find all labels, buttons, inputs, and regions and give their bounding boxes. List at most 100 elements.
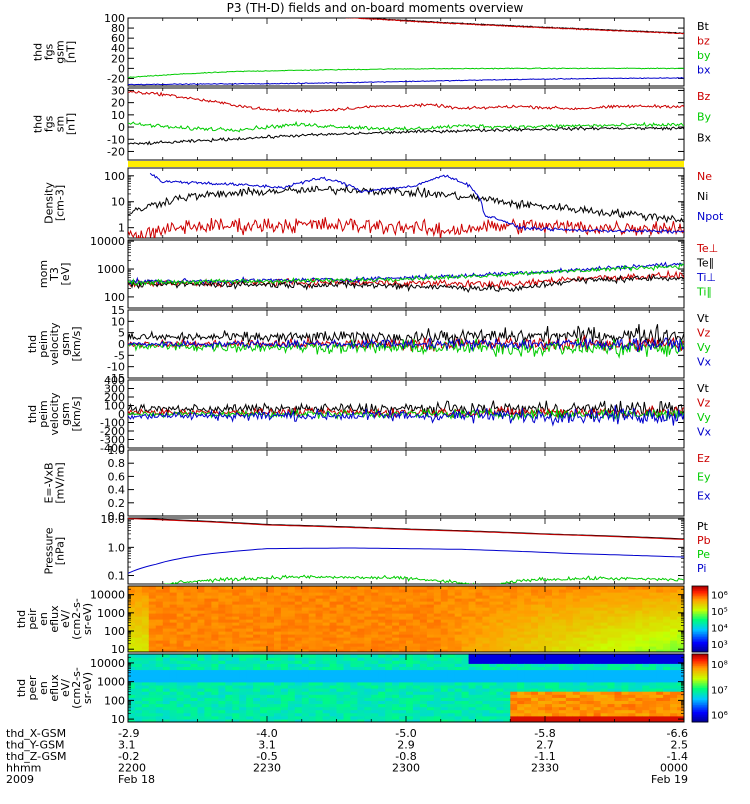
ylabel-line: peim [37,400,50,428]
series-line-Vy [128,337,684,359]
temperature-series [128,261,684,294]
y-tick-label: -200 [100,425,125,438]
ylabel-line: E=-VxB [43,462,56,503]
y-tick-label: 10 [111,109,125,122]
legend-label: Vz [697,397,711,410]
time-axis-value: Feb 19 [651,773,688,786]
y-tick-label: 10 [111,196,125,209]
colorbar-tick-label: 10⁶ [711,590,728,601]
ylabel-line: velocity [48,392,61,435]
fgs-gsm-frame [127,17,685,87]
series-line-Pe [161,574,684,584]
series-line-Bx [128,126,684,146]
colorbar-tick-label: 10⁷ [711,685,728,696]
time-axis-value: -0.5 [256,750,277,763]
series-line-Ti∥ [128,262,684,287]
time-axis-value: -0.8 [395,750,416,763]
ylabel-line: gsm [59,332,72,355]
y-tick-label: 0.2 [108,497,126,510]
ylabel-line: [km/s] [70,396,83,431]
ylabel-line: fgs [43,43,56,60]
y-tick-label: 1000 [97,263,125,276]
series-line-Pb [128,518,684,540]
time-axis-value: 2330 [531,762,559,775]
time-axis-value: 3.1 [118,739,136,752]
temperature-frame [127,239,685,309]
ylabel-line: thd [15,679,28,697]
time-axis-value: -5.8 [534,727,555,740]
legend-label: Vy [697,411,711,424]
y-tick-label: 100 [104,170,125,183]
y-tick-label: 0 [118,62,125,75]
ylabel-line: peir [26,608,39,630]
y-tick-label: 0 [118,121,125,134]
panel-e-field: 0.00.20.40.60.81.0 E=-VxB[mV/m] Ez Ey Ex [43,444,711,523]
y-tick-label: 100 [104,694,125,707]
time-axis-value: -2.9 [118,727,139,740]
ylabel-line: gsm [54,40,67,63]
y-tick-label: -300 [100,434,125,447]
e-field-frame [127,449,685,517]
time-axis-row-label: thd_X-GSM [6,727,66,740]
series-line-Pi [128,547,684,574]
panel-peir-spectrogram: 10⁶10⁵10⁴10³10100100010000thdpeireneflux… [15,585,728,656]
time-axis-value: -1.1 [534,750,555,763]
y-tick-label: 10 [111,315,125,328]
ylabel-line: [mV/m] [54,462,67,503]
time-axis-value: 2.5 [671,739,689,752]
ylabel-line: [cm-3] [54,185,67,221]
panel-density: 1 10 100 Density[cm-3] Ne Ni Npot [43,167,724,239]
peir-spectrogram-image [128,586,684,652]
legend-label: Ni [697,190,708,203]
ylabel-line: [nT] [65,41,78,63]
ylabel-line: velocity [48,322,61,365]
series-line-Npot [149,172,684,234]
legend-label: Npot [697,210,724,223]
legend-label: bz [697,35,710,48]
ylabel-line: eV/ [59,679,72,697]
colorbar-tick-label: 10³ [711,640,728,651]
y-tick-label: -15 [107,372,125,385]
colorbar-tick-label: 10⁶ [711,710,728,721]
pressure-frame [127,517,685,585]
y-tick-label: 60 [111,32,125,45]
ylabel-line: peim [37,330,50,358]
time-axis-value: 2.9 [397,739,415,752]
y-tick-label: 0 [118,338,125,351]
y-tick-label: 10 [111,643,125,656]
fgs-sm-series [128,90,684,146]
time-axis-row-label: thd_Z-GSM [6,750,66,763]
y-tick-label: 100 [104,291,125,304]
y-tick-label: -20 [107,72,125,85]
ylabel-line: en [37,681,50,695]
y-tick-label: 1.0 [108,444,126,457]
ylabel-line: thd [15,610,28,628]
ylabel-line: eV/ [59,610,72,628]
fgs-sm-frame [127,87,685,161]
time-axis: thd_X-GSM -2.9 -4.0 -5.0 -5.8 -6.6 thd_Y-GSM 3.… [6,727,688,786]
series-line-Vx [128,405,684,427]
legend-label: Te∥ [696,257,714,270]
ylabel-line: Density [43,182,56,224]
ylabel-line: thd [26,335,39,353]
legend-label: Bt [697,20,710,33]
ylabel-line: sr-eV) [81,603,94,635]
series-line-bz [345,18,684,35]
fgs-gsm-series [128,18,684,86]
legend-label: Pt [697,520,709,533]
y-tick-label: 0.1 [108,570,126,583]
series-line-Vt [128,400,684,420]
y-tick-label: 1 [118,222,125,235]
legend-label: By [697,111,712,124]
legend-label: Ey [697,471,711,484]
ylabel-line: eflux [48,605,61,633]
time-axis-value: 2.7 [536,739,554,752]
time-axis-value: -1.4 [667,750,688,763]
density-series [128,172,684,238]
colorbar-tick-label: 10⁴ [711,623,728,634]
legend-label: Vx [697,356,712,369]
